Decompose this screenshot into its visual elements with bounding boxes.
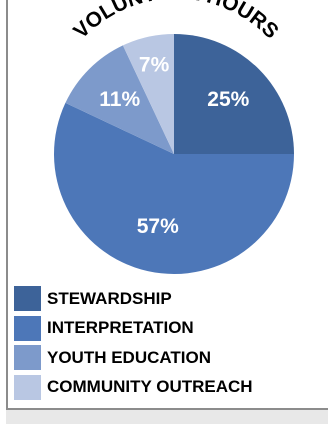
pie-chart: 25%57%11%7% VOLUNTEER HOURS — [54, 0, 294, 274]
pie-slice-interpretation — [54, 102, 294, 274]
pie-slices — [54, 34, 294, 274]
legend-label: YOUTH EDUCATION — [47, 347, 212, 367]
legend: STEWARDSHIP INTERPRETATION YOUTH EDUCATION… — [14, 284, 324, 402]
pie-slice-community-outreach — [122, 34, 174, 154]
pie-value-label-interpretation: 57% — [137, 215, 179, 238]
bottom-border — [6, 408, 328, 410]
legend-label: STEWARDSHIP — [47, 288, 172, 308]
pie-slice-stewardship — [174, 34, 294, 154]
legend-label: COMMUNITY OUTREACH — [47, 377, 253, 397]
pie-slice-youth-education — [65, 45, 174, 154]
bottom-band — [6, 410, 328, 424]
pie-value-label-youth-education: 11% — [99, 88, 140, 111]
legend-swatch — [14, 286, 41, 312]
legend-item-interpretation: INTERPRETATION — [14, 314, 324, 344]
legend-label: INTERPRETATION — [47, 318, 194, 338]
legend-item-youth-education: YOUTH EDUCATION — [14, 343, 324, 373]
pie-value-label-stewardship: 25% — [207, 88, 249, 111]
legend-swatch — [14, 345, 41, 371]
legend-item-community-outreach: COMMUNITY OUTREACH — [14, 373, 324, 403]
legend-swatch — [14, 374, 41, 400]
pie-value-label-community-outreach: 7% — [139, 53, 170, 76]
pie-slice-labels: 25% 57% 11% 7% — [99, 53, 249, 238]
legend-item-stewardship: STEWARDSHIP — [14, 284, 324, 314]
left-border — [6, 0, 8, 410]
legend-swatch — [14, 315, 41, 341]
